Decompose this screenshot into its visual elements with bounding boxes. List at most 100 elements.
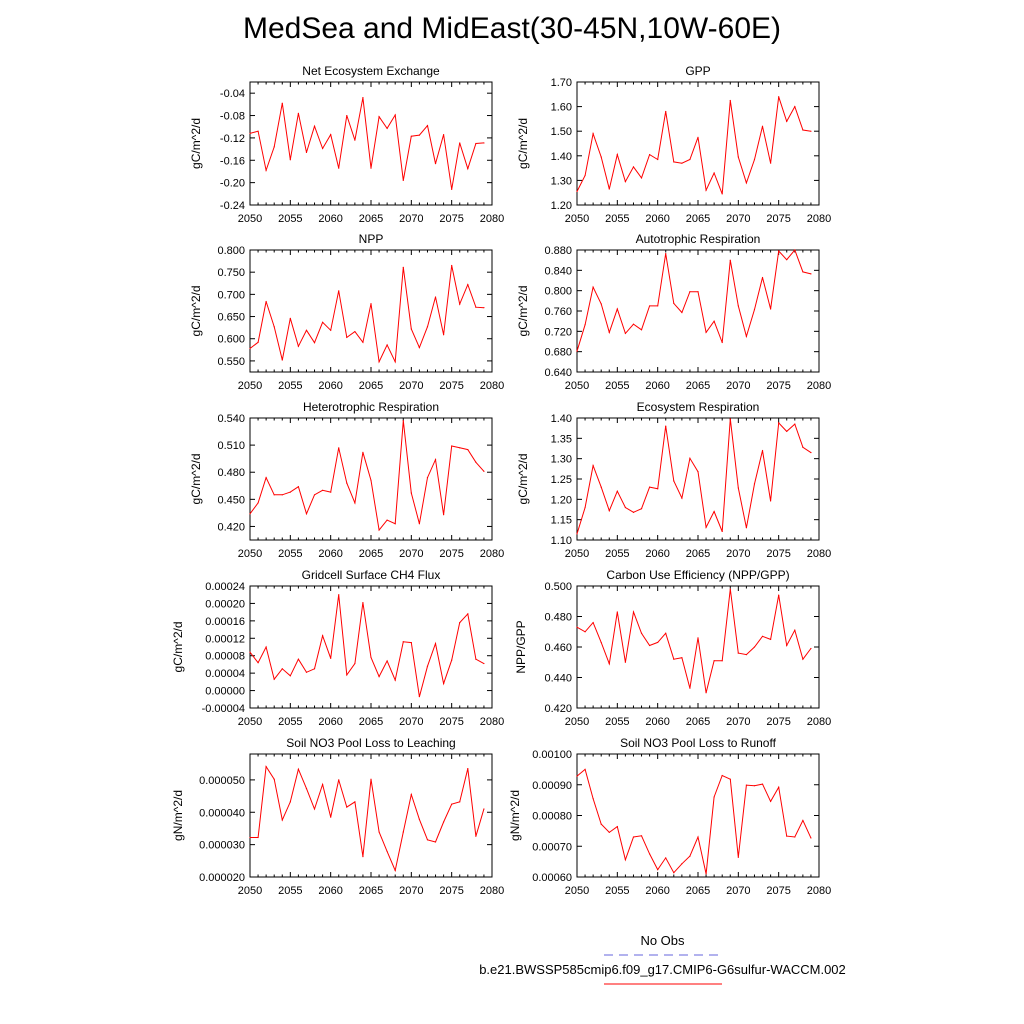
data-point <box>467 613 469 615</box>
data-point <box>443 133 445 136</box>
data-point <box>640 508 643 510</box>
y-tick-label: 1.60 <box>551 102 572 114</box>
data-point <box>483 662 485 665</box>
data-point <box>322 321 324 323</box>
data-point <box>778 786 780 788</box>
data-point <box>640 329 643 331</box>
x-tick-label: 2080 <box>807 380 831 392</box>
panel-4: 2050 2055 2060 2065 2070 2075 2080 0.880 0.840 0.… <box>516 232 831 392</box>
data-point <box>673 302 675 304</box>
data-point <box>665 857 667 859</box>
data-point <box>689 457 691 459</box>
data-point <box>370 479 372 481</box>
data-point <box>313 342 316 344</box>
data-point <box>386 519 388 521</box>
data-point <box>770 638 772 640</box>
data-point <box>281 102 283 104</box>
data-point <box>770 162 772 164</box>
data-point <box>297 112 299 114</box>
data-point <box>657 869 659 871</box>
y-tick-label: 0.840 <box>544 265 572 277</box>
data-point <box>330 133 332 136</box>
data-point <box>273 778 275 780</box>
data-point <box>600 823 602 825</box>
data-point <box>346 336 348 338</box>
series-line <box>576 249 812 352</box>
data-point <box>721 774 723 777</box>
y-tick-label: 0.760 <box>544 306 572 318</box>
x-tick-label: 2065 <box>359 716 383 728</box>
data-point <box>705 331 707 333</box>
data-point <box>745 335 748 338</box>
data-point <box>802 271 804 273</box>
data-point <box>697 471 699 473</box>
data-point <box>576 190 578 193</box>
series-line <box>249 97 484 190</box>
data-point <box>592 286 594 288</box>
data-point <box>249 836 251 839</box>
data-point <box>616 611 618 613</box>
y-axis-label: gN/m^2/d <box>171 790 185 841</box>
x-tick-label: 2070 <box>726 548 750 560</box>
y-tick-label: -0.08 <box>220 111 245 123</box>
x-tick-label: 2060 <box>645 716 669 728</box>
x-tick-label: 2060 <box>645 548 669 560</box>
data-point <box>483 470 485 472</box>
data-point <box>729 99 731 102</box>
y-tick-label: 0.640 <box>544 367 572 379</box>
y-tick-label: 1.10 <box>551 535 572 547</box>
data-point <box>624 506 627 509</box>
data-point <box>697 291 699 293</box>
y-tick-label: 0.440 <box>544 673 572 685</box>
panel-title: Soil NO3 Pool Loss to Runoff <box>620 736 777 750</box>
data-point <box>386 127 388 130</box>
data-point <box>402 831 404 833</box>
data-point <box>600 303 602 305</box>
x-tick-label: 2070 <box>726 885 750 897</box>
data-point <box>665 252 667 255</box>
y-tick-label: 0.000040 <box>199 807 245 819</box>
y-tick-label: 1.30 <box>551 454 572 466</box>
data-point <box>467 449 469 451</box>
panel-1: 2050 2055 2060 2065 2070 2075 2080 -0.04 -0.08 -0… <box>189 64 504 225</box>
data-point <box>483 307 485 309</box>
data-point <box>729 259 731 261</box>
data-point <box>681 311 683 314</box>
x-tick-label: 2055 <box>278 716 302 728</box>
y-tick-label: 0.00020 <box>205 598 245 610</box>
x-tick-label: 2060 <box>318 885 342 897</box>
x-tick-label: 2055 <box>278 548 302 560</box>
x-tick-label: 2070 <box>726 380 750 392</box>
data-point <box>584 174 586 177</box>
data-point <box>483 142 485 144</box>
data-point <box>761 449 764 452</box>
y-tick-label: -0.20 <box>220 178 245 190</box>
data-point <box>786 430 788 433</box>
data-point <box>418 134 420 136</box>
data-point <box>483 808 485 810</box>
y-tick-label: 0.00060 <box>532 872 572 884</box>
data-point <box>475 306 477 308</box>
data-point <box>338 167 340 169</box>
data-point <box>362 856 364 858</box>
data-point <box>689 158 691 161</box>
data-point <box>249 651 251 653</box>
data-point <box>459 447 461 449</box>
y-tick-label: 0.650 <box>217 312 245 324</box>
data-point <box>649 486 651 488</box>
data-point <box>475 835 477 837</box>
data-point <box>673 480 675 482</box>
x-tick-label: 2055 <box>278 213 302 225</box>
data-point <box>289 491 291 493</box>
data-point <box>794 836 796 838</box>
y-tick-label: 0.680 <box>544 347 572 359</box>
x-tick-label: 2075 <box>766 885 790 897</box>
series-line <box>576 96 811 195</box>
data-point <box>737 487 739 489</box>
data-point <box>721 193 723 195</box>
y-axis-label: gC/m^2/d <box>516 454 530 505</box>
data-point <box>394 679 396 681</box>
data-point <box>624 859 627 861</box>
y-tick-label: -0.16 <box>220 155 245 167</box>
series-line <box>249 594 485 697</box>
